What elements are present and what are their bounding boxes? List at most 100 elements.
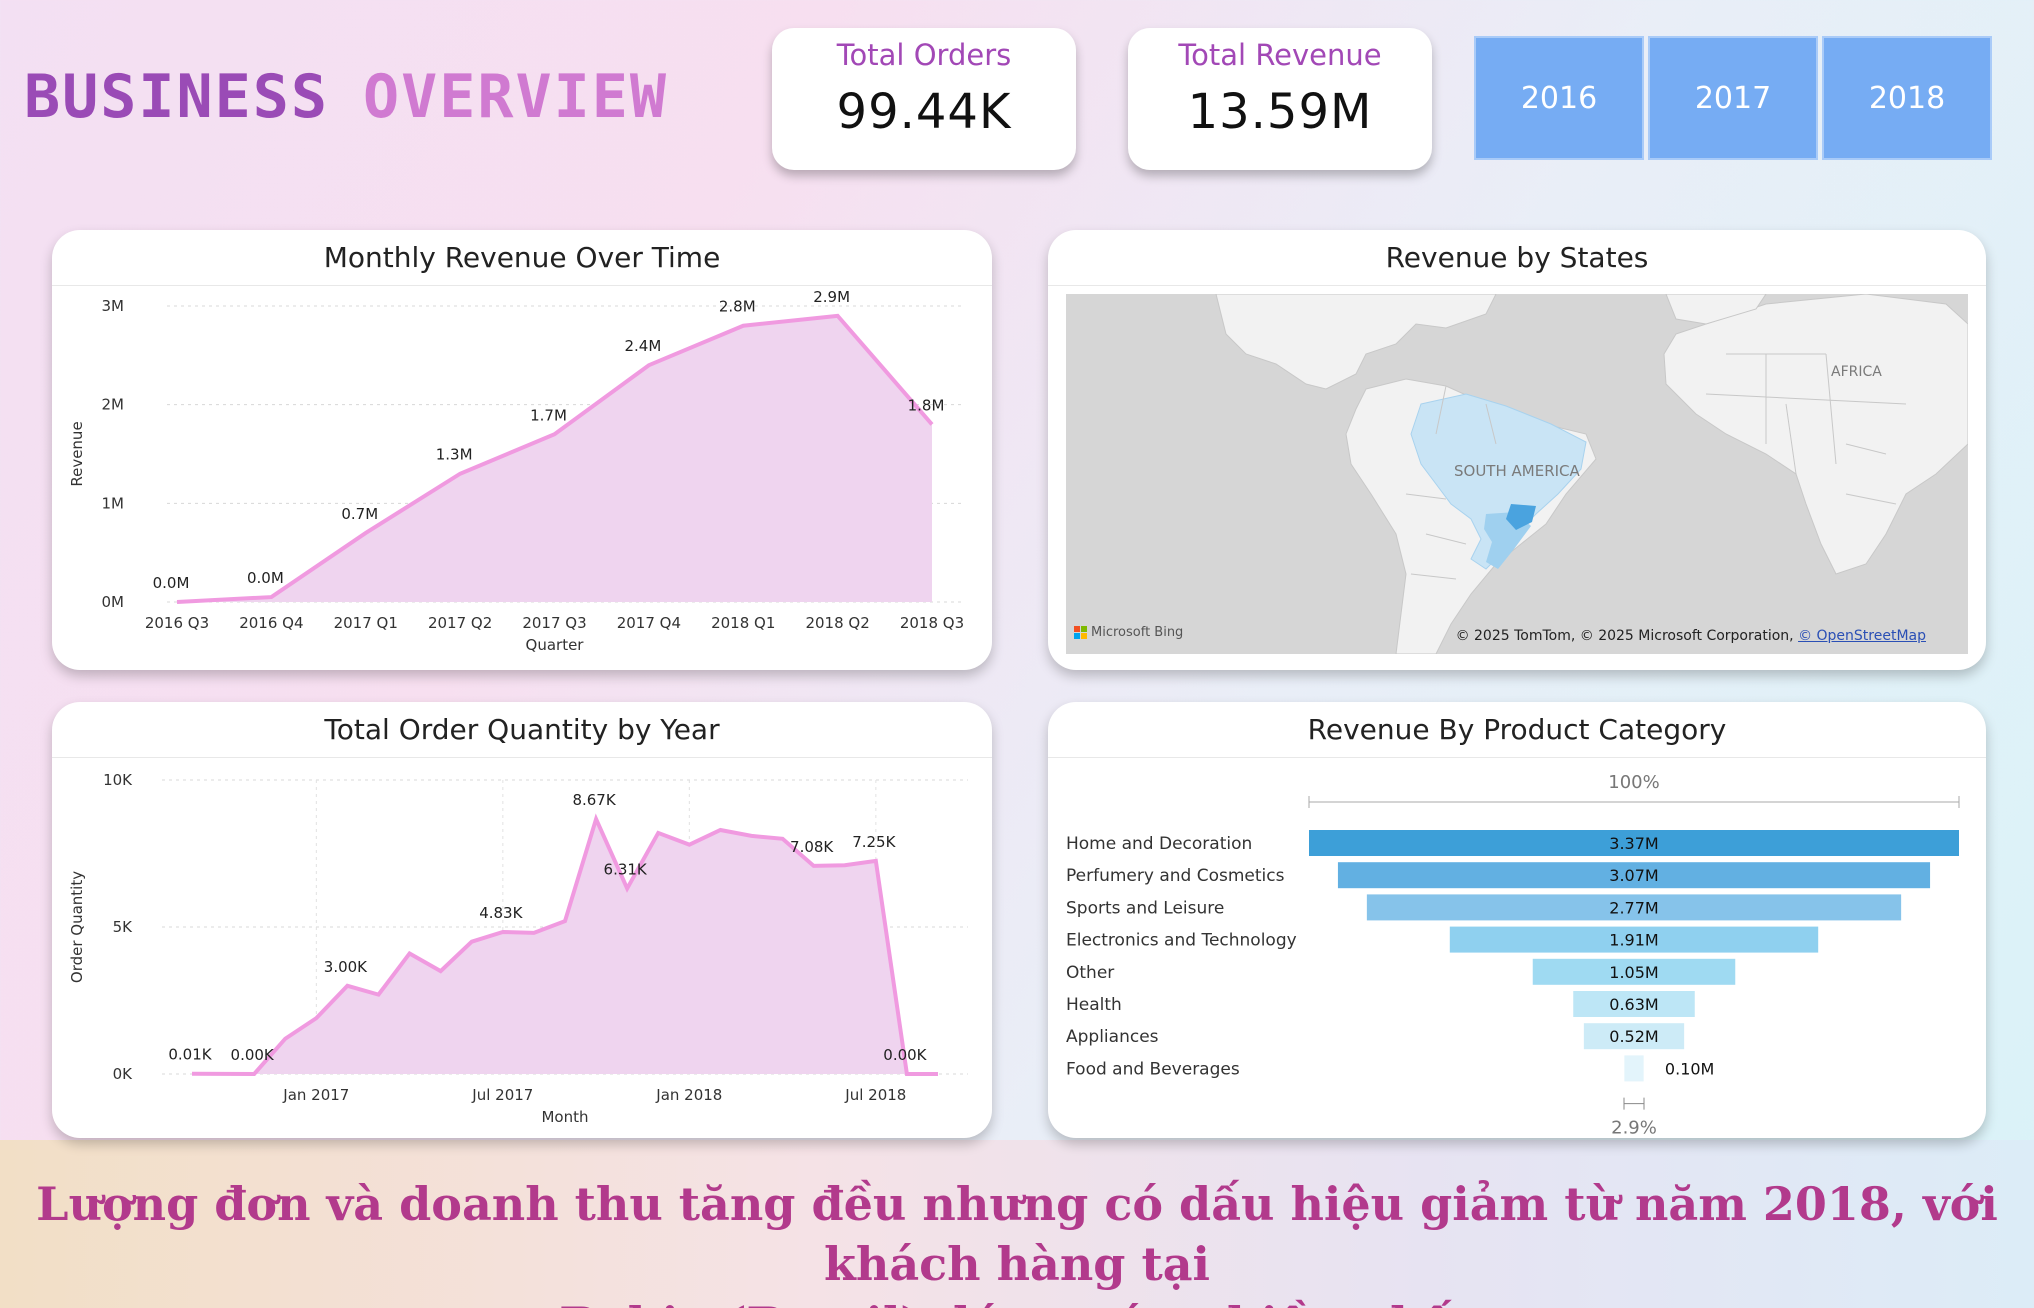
category-label: Electronics and Technology <box>1066 931 1297 951</box>
kpi-card-total-orders: Total Orders 99.44K <box>772 28 1076 170</box>
y-axis-label: Order Quantity <box>68 871 86 983</box>
revenue-line <box>176 313 934 604</box>
data-label: 0.01K <box>168 1046 212 1064</box>
highlight-state <box>1506 504 1536 530</box>
x-tick-label: Jul 2017 <box>471 1086 533 1104</box>
x-tick-label: 2016 Q3 <box>145 614 209 632</box>
map-title: Revenue by States <box>1048 230 1986 286</box>
year-filter-2016[interactable]: 2016 <box>1474 36 1644 160</box>
data-label: 0.00K <box>883 1046 927 1064</box>
y-tick-label: 0M <box>102 593 125 611</box>
data-label: 7.08K <box>790 838 834 856</box>
data-label: 1.3M <box>436 446 473 464</box>
summary-line-2: Bahia (Brazil) đóng góp nhiều nhất <box>0 1294 2034 1308</box>
x-tick-label: 2016 Q4 <box>239 614 303 632</box>
summary-caption: Lượng đơn và doanh thu tăng đều nhưng có… <box>0 1174 2034 1308</box>
x-tick-label: Jul 2018 <box>844 1086 906 1104</box>
data-label: 7.25K <box>852 833 896 851</box>
x-tick-label: 2018 Q2 <box>805 614 869 632</box>
category-chart-card: Revenue By Product Category 100% Home and… <box>1048 702 1986 1138</box>
chart-title: Total Order Quantity by Year <box>52 702 992 758</box>
kpi-label: Total Revenue <box>1178 38 1382 72</box>
data-label: 1.7M <box>530 406 567 424</box>
data-label: 2.4M <box>624 337 661 355</box>
x-tick-label: 2018 Q3 <box>900 614 964 632</box>
data-label: 1.8M <box>908 396 945 414</box>
summary-line-1: Lượng đơn và doanh thu tăng đều nhưng có… <box>36 1177 1998 1291</box>
category-label: Health <box>1066 995 1122 1015</box>
x-tick-label: 2017 Q4 <box>617 614 681 632</box>
y-axis-label: Revenue <box>68 421 86 486</box>
data-label: 0.7M <box>341 505 378 523</box>
x-tick-label: 2017 Q3 <box>522 614 586 632</box>
year-filter-2018[interactable]: 2018 <box>1822 36 1992 160</box>
data-label: 0.0M <box>153 574 190 592</box>
orders-area-chart[interactable]: 0K 5K 10K Jan 2017 Jul 2017 Jan 2018 Jul 2018 0… <box>52 758 992 1138</box>
title-word-2: OVERVIEW <box>362 62 668 132</box>
map-label-africa: AFRICA <box>1831 364 1882 380</box>
category-label: Food and Beverages <box>1066 1059 1240 1079</box>
x-tick-label: 2017 Q2 <box>428 614 492 632</box>
bing-attribution: Microsoft Bing <box>1074 625 1183 640</box>
world-map: SOUTH AMERICA AFRICA <box>1215 294 1968 654</box>
x-axis-label: Month <box>541 1108 588 1126</box>
data-label: 2.77M <box>1609 898 1658 917</box>
data-label: 0.52M <box>1609 1027 1658 1046</box>
microsoft-logo-icon <box>1074 626 1087 639</box>
category-bar <box>1309 830 1959 856</box>
data-label: 3.00K <box>324 958 368 976</box>
x-tick-label: Jan 2017 <box>282 1086 349 1104</box>
x-tick-label: 2018 Q1 <box>711 614 775 632</box>
data-label: 0.0M <box>247 569 284 587</box>
kpi-label: Total Orders <box>836 38 1012 72</box>
revenue-chart-card: Monthly Revenue Over Time 0M 1M 2M 3M 0.0M 20… <box>52 230 992 670</box>
revenue-area <box>177 315 932 602</box>
category-bar <box>1337 862 1931 889</box>
map-copyright-text: © 2025 TomTom, © 2025 Microsoft Corporat… <box>1455 628 1794 644</box>
revenue-area-chart[interactable]: 0M 1M 2M 3M 0.0M 2016 Q3 0.0M 2016 Q4 0.7M 2017 Q… <box>52 286 992 670</box>
category-bar <box>1573 991 1695 1017</box>
data-label: 3.07M <box>1609 866 1658 885</box>
map-card: Revenue by States SOUTH AMERICA AFRICA M… <box>1048 230 1986 670</box>
category-label: Other <box>1066 963 1114 983</box>
data-label: 6.31K <box>604 860 648 878</box>
orders-area <box>192 819 938 1074</box>
category-bar <box>1366 894 1902 921</box>
europe-land <box>1665 294 1767 325</box>
data-label: 8.67K <box>572 791 616 809</box>
north-america-land <box>1215 294 1497 390</box>
category-label: Sports and Leisure <box>1066 898 1224 918</box>
africa-borders <box>1705 353 1907 505</box>
data-label: 0.00K <box>231 1046 275 1064</box>
x-axis-label: Quarter <box>526 636 585 654</box>
bing-label: Microsoft Bing <box>1091 625 1184 640</box>
kpi-card-total-revenue: Total Revenue 13.59M <box>1128 28 1432 170</box>
data-label: 0.63M <box>1609 995 1658 1014</box>
map-copyright: © 2025 TomTom, © 2025 Microsoft Corporat… <box>1456 628 1926 644</box>
y-tick-label: 1M <box>102 494 125 512</box>
south-america-borders <box>1405 385 1497 580</box>
page-title: BUSINESS OVERVIEW <box>24 62 668 132</box>
category-label: Perfumery and Cosmetics <box>1066 866 1285 886</box>
kpi-value: 99.44K <box>836 84 1012 140</box>
category-bar <box>1449 926 1819 953</box>
category-funnel-chart[interactable]: 100% Home and Decoration 3.37M Perfumery an… <box>1048 758 1986 1138</box>
category-bar <box>1624 1055 1644 1082</box>
africa-land <box>1663 294 1968 575</box>
y-tick-label: 3M <box>102 297 125 315</box>
chart-title: Monthly Revenue Over Time <box>52 230 992 286</box>
bottom-percent-label: 2.9% <box>1611 1118 1657 1138</box>
map-label-south-america: SOUTH AMERICA <box>1454 462 1581 480</box>
y-tick-label: 10K <box>103 771 133 789</box>
data-label: 2.9M <box>813 288 850 306</box>
revenue-map[interactable]: SOUTH AMERICA AFRICA Microsoft Bing © 20… <box>1066 294 1968 654</box>
year-filter-2017[interactable]: 2017 <box>1648 36 1818 160</box>
data-label: 1.05M <box>1609 963 1658 982</box>
openstreetmap-link[interactable]: © OpenStreetMap <box>1798 628 1926 644</box>
x-tick-label: Jan 2018 <box>655 1086 722 1104</box>
kpi-value: 13.59M <box>1187 84 1373 140</box>
category-label: Home and Decoration <box>1066 834 1252 854</box>
category-label: Appliances <box>1066 1027 1159 1047</box>
data-label: 4.83K <box>479 904 523 922</box>
chart-title: Revenue By Product Category <box>1048 702 1986 758</box>
